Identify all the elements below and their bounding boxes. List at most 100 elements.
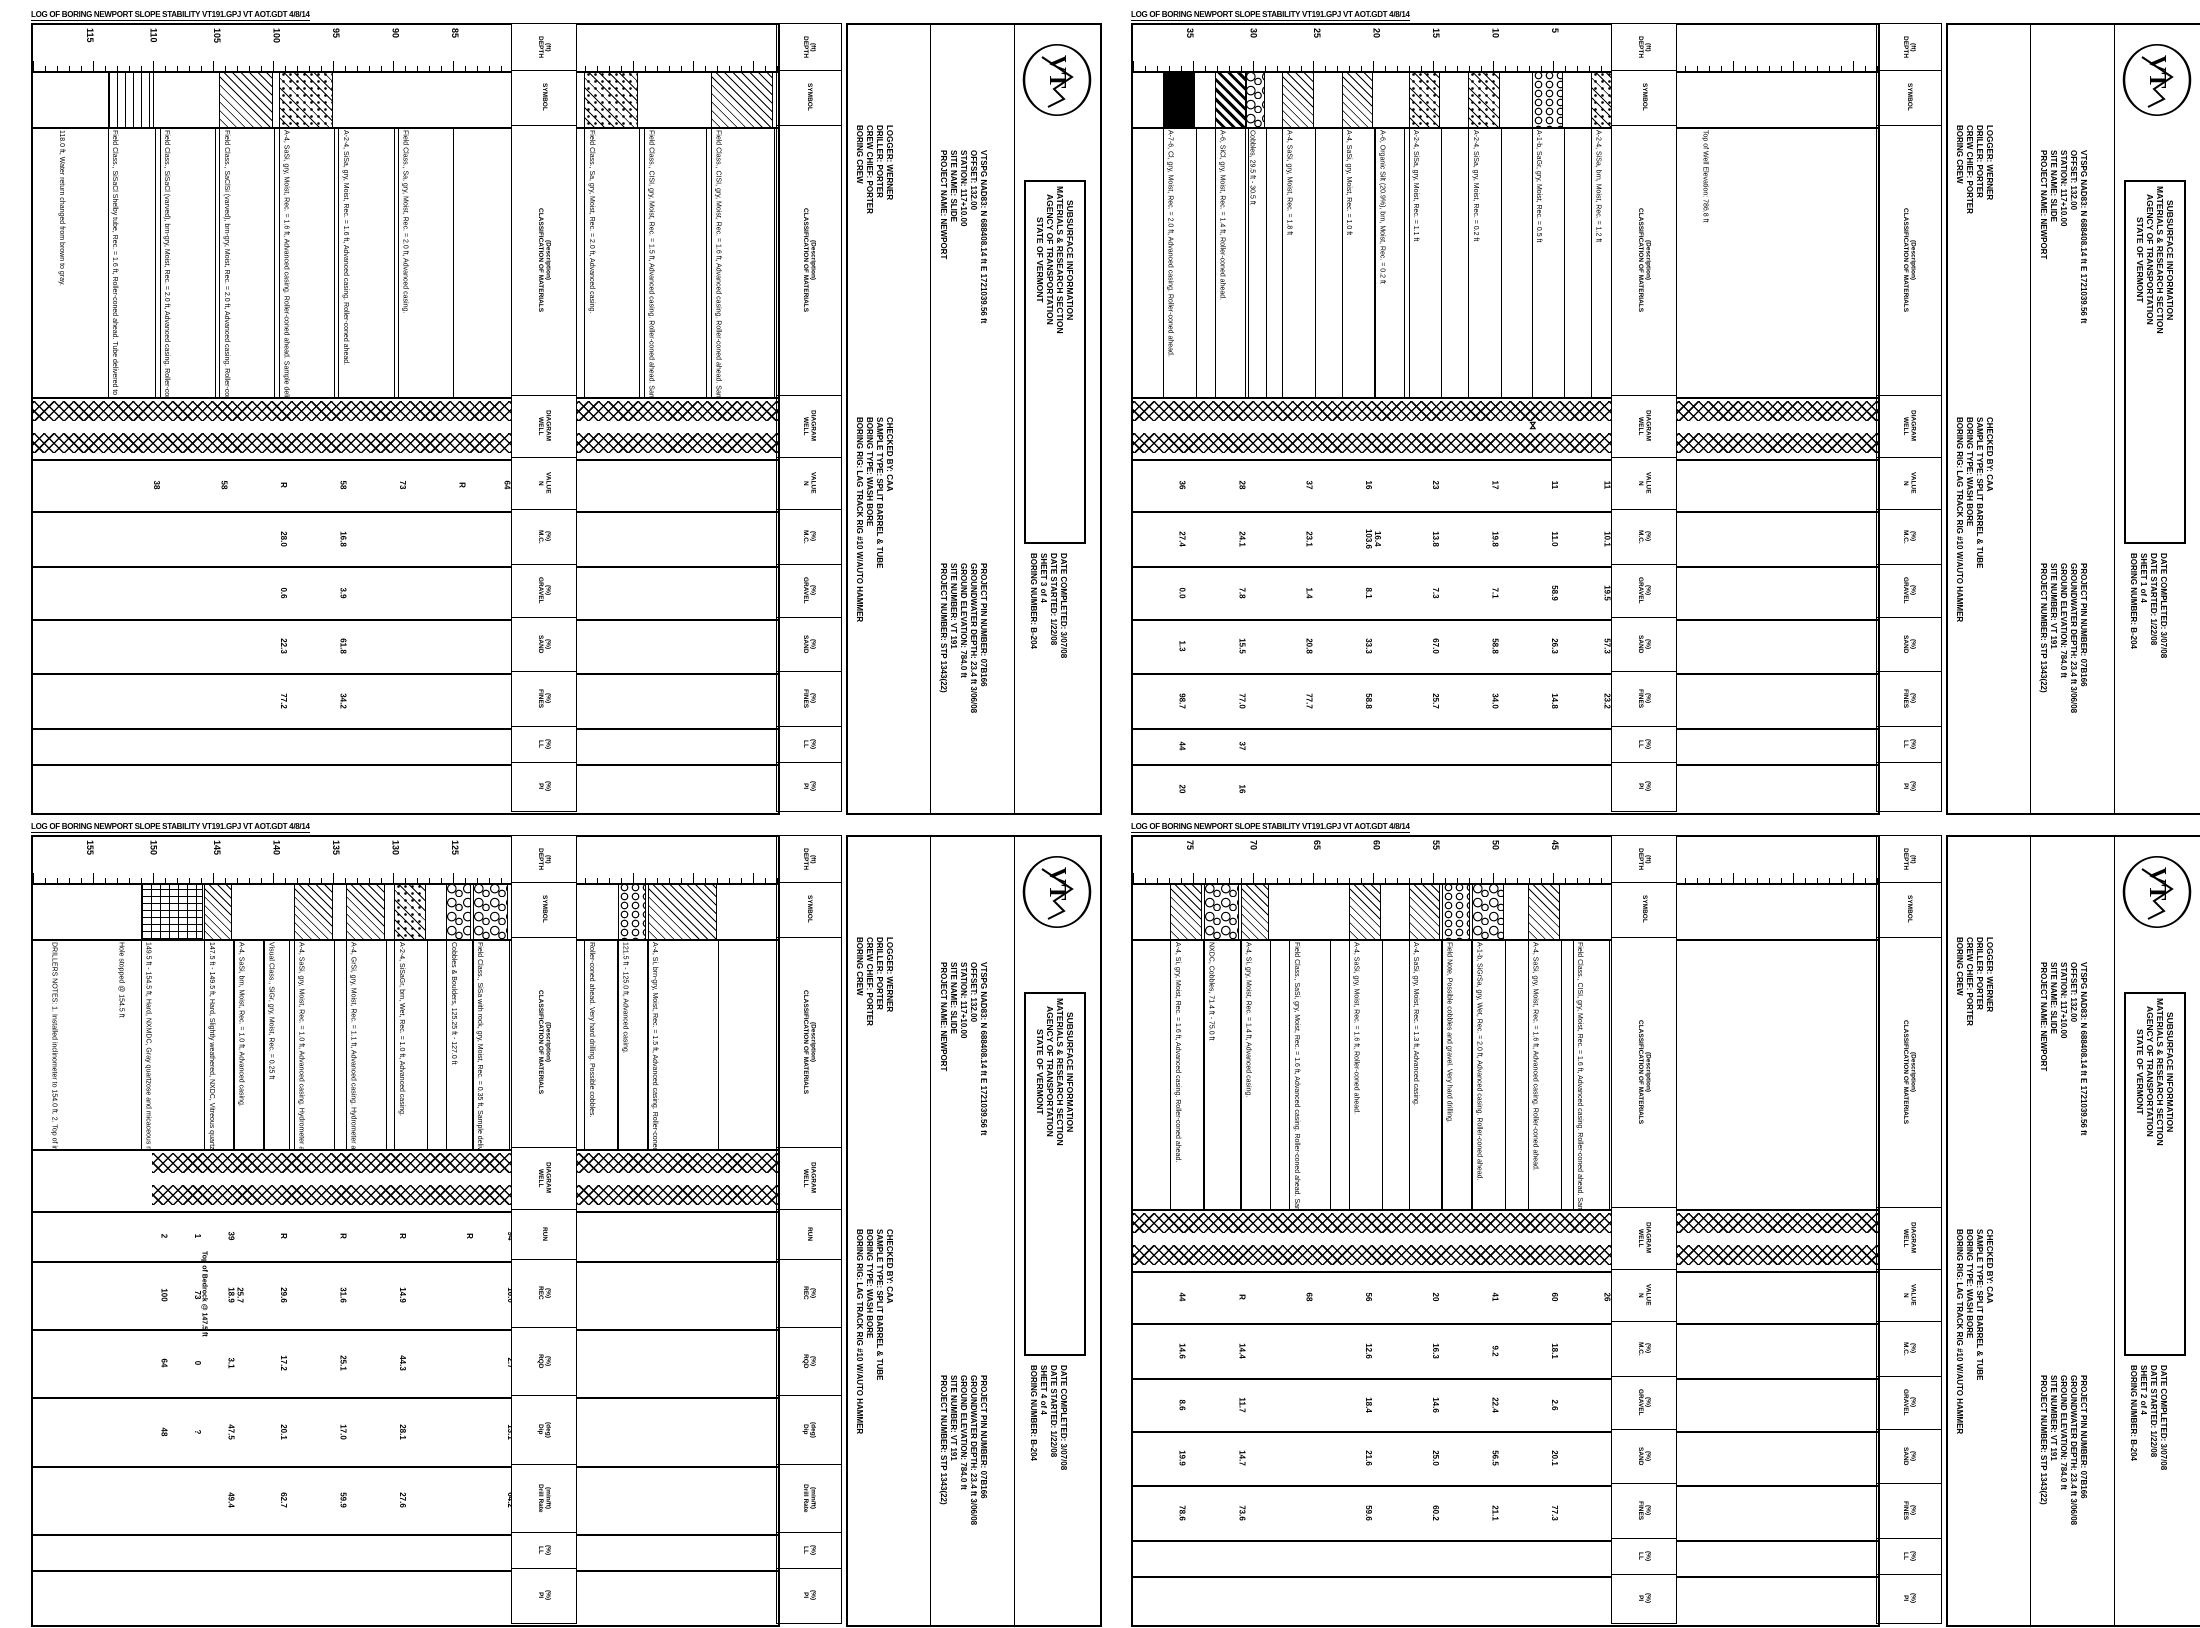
log-table: 115 110 105 100 95 90 85 118.0 ft, Water return… (31, 23, 780, 815)
column-label-cell: PI (%) (776, 762, 842, 812)
rig-line: BORING RIG: LAG TRACK RIG #10 W/AUTO HAM… (855, 1229, 864, 1435)
soil-symbol-diag (1170, 883, 1203, 939)
value-cell: 41 (1491, 1293, 1500, 1302)
rotated-text: RUN (805, 1226, 813, 1242)
value-cell: 20.1 (1550, 1450, 1559, 1466)
rotated-text: 77.3 (1550, 1504, 1560, 1521)
rig-lines: BORING RIG: LAG TRACK RIG #10 W/AUTO HAM… (854, 1229, 894, 1434)
depth-tick-label: 20 (1371, 28, 1382, 39)
rotated-text: 7.3 (1431, 586, 1440, 599)
column-label-cell: WELL DIAGRAM (511, 1147, 577, 1210)
agency-title-line: MATERIALS & RESEARCH SECTION (1055, 998, 1065, 1146)
rotated-text: 121.5 ft - 125.0 ft, Advanced casing. (621, 942, 629, 1054)
rotated-text: R (278, 1233, 288, 1239)
column-label-cell: FINES (%) (1611, 671, 1677, 727)
rotated-text: WELL DIAGRAM (802, 1162, 817, 1194)
value-cell: 73 (193, 1291, 202, 1300)
project-line: VTSPG NAD83: N 688408.14 ft E 1721039.56… (979, 962, 988, 1136)
rotated-text: SYMBOL (1905, 895, 1913, 923)
project-number-line: PROJECT PIN NUMBER: 07B166 (2079, 563, 2088, 687)
rotated-text: 59.6 (1363, 1504, 1373, 1521)
rotated-text: 64.2 (506, 1492, 515, 1508)
rotated-text: 19.5 (1602, 584, 1612, 601)
date-completed-line: DATE COMPLETED: 3/07/08 (1059, 1365, 1068, 1471)
crew-line: LOGGER: WERNER (885, 937, 894, 1013)
title-block-col-crew: BORING CREW CREW CHIEF: PORTER DRILLER: PO… (1948, 837, 2031, 1625)
stratum-description: A-4, Si, gry, Moist, Rec. = 1.4 ft, Adva… (1241, 939, 1272, 1209)
value-row-rqd: 64 0 3.1 17.2 25.1 44.3 2.7 (33, 1329, 778, 1399)
value-cell: 34.0 (1491, 693, 1500, 709)
value-cell: ? (193, 1429, 202, 1434)
rig-line: CHECKED BY: CAA (885, 1229, 894, 1304)
project-line: STATION: 117+10.00 (959, 962, 968, 1039)
rotated-text: 68 (1304, 1292, 1314, 1302)
rotated-text: GRAVEL (%) (802, 577, 817, 604)
boring-number-line: BORING NUMBER: B-204 (1029, 553, 1038, 650)
column-label-cell: SYMBOL (776, 69, 842, 126)
value-cell: 44 (1178, 742, 1187, 751)
column-label-cell: LL (%) (1611, 1538, 1677, 1575)
rotated-text: Field Class., CISI, gry, Moist, Rec. = 1… (714, 130, 722, 397)
date-started-line: DATE STARTED: 1/22/08 (2149, 1365, 2158, 1458)
value-cell: 3.1 (227, 1357, 236, 1368)
column-label-cell: M.C. (%) (1611, 509, 1677, 565)
rotated-text: 49.4 (226, 1492, 236, 1508)
stratum-description: A-4, Si, gry, Moist, Rec. = 1.6 ft, Adva… (1170, 939, 1205, 1209)
value-cell: 61.8 (338, 638, 347, 654)
soil-symbol-dots (278, 71, 333, 127)
rotated-text: LL (%) (537, 1544, 552, 1556)
agency-title-line: STATE OF VERMONT (2135, 1029, 2145, 1115)
depth-scale-band: 115 110 105 100 95 90 85 (33, 25, 778, 73)
date-started-line: DATE STARTED: 1/22/08 (1049, 553, 1058, 646)
rotated-text: 22.4 (1490, 1396, 1500, 1413)
value-cell: R (338, 1233, 347, 1239)
value-row-fines: 78.6 73.6 59.6 60.2 21.1 77.3 (1133, 1485, 1878, 1542)
rotated-text: A-4, Si, brn-gry, Moist, Rec. = 1.5 ft, … (650, 942, 658, 1149)
project-number-line: PROJECT NUMBER: STP 1343(22) (2039, 563, 2048, 693)
value-cell: 100 (160, 1288, 169, 1301)
column-label-cell: DEPTH (ft) (1611, 835, 1677, 883)
depth-tick-label: 75 (1185, 840, 1196, 851)
agency-title-line: MATERIALS & RESEARCH SECTION (2155, 998, 2165, 1146)
value-row-fines: 98.7 77.0 77.7 58.8 25.7 34.0 14.8 23.2 (1133, 673, 1878, 730)
column-label-cell: N VALUE (1876, 457, 1942, 510)
stratum-description: Field Class., SiSa with rock, gry, Moist… (472, 939, 511, 1149)
rotated-text: CLASSIFICATION OF MATERIALS (Description) (1902, 1019, 1917, 1125)
column-label-strip-inner: DEPTH (ft) SYMBOL CLASSIFICATION OF MATERIA… (511, 23, 577, 812)
rotated-text: FINES (%) (1902, 1500, 1917, 1521)
value-cell: 48 (160, 1427, 169, 1436)
column-label-cell: PI (%) (511, 1568, 577, 1624)
rotated-text: 1.4 (1304, 586, 1314, 599)
rig-block: BORING RIG: LAG TRACK RIG #10 W/AUTO HAM… (854, 1229, 894, 1434)
soil-symbol-cobble (1203, 883, 1240, 939)
rotated-text: CLASSIFICATION OF MATERIALS (Description) (537, 207, 552, 313)
depth-tick-label: 30 (1248, 28, 1259, 39)
agency-title-box: STATE OF VERMONT AGENCY OF TRANSPORTATION… (1024, 180, 1086, 544)
stratum-description: A-2-4, SiSa, gry, Moist, Rec. = 1.1 ft (1408, 127, 1443, 397)
rotated-text: 60.2 (1431, 1504, 1440, 1521)
column-label-cell: RQD (%) (776, 1327, 842, 1396)
project-block: PROJECT NAME: NEWPORT SITE NAME: SLIDE STA… (2038, 962, 2088, 1135)
value-cell: 18.9 25.7 (227, 1287, 245, 1303)
column-label-cell: DEPTH (ft) (511, 835, 577, 883)
rotated-text: SAND (%) (802, 634, 817, 654)
rotated-text: Visual Class., SiGr, gry, Moist, Rec. = … (267, 942, 275, 1080)
vtrans-logo-icon: VT (2122, 855, 2192, 929)
depth-scale-band: 35 30 25 20 15 10 5 (1133, 25, 1878, 73)
rig-line: CHECKED BY: CAA (885, 417, 894, 492)
rotated-text: 16 (1363, 480, 1373, 490)
rotated-text: LL (%) (1637, 738, 1652, 750)
rotated-text: 23.1 (1304, 530, 1314, 547)
rotated-text: A-4, SaSi, brn, Moist, Rec. = 1.0 ft, Ad… (237, 942, 245, 1107)
rotated-text: Field Note, Possible cobbles and gravel.… (1445, 942, 1453, 1123)
sheet-number-line: SHEET 4 of 4 (1039, 1365, 1048, 1415)
rotated-text: 2.6 (1550, 1398, 1560, 1411)
value-cell: 62.7 (279, 1492, 288, 1508)
classification-band: DRILLERS NOTES: 1. Installed inclinomete… (33, 939, 778, 1151)
depth-tick-marks (33, 873, 778, 883)
depth-tick-label: 150 (148, 840, 159, 856)
rotated-text: WELL DIAGRAM (1637, 410, 1652, 442)
rotated-text: N VALUE (802, 472, 817, 494)
rotated-text: 39 (226, 1231, 236, 1241)
title-block-col-crew: BORING CREW CREW CHIEF: PORTER DRILLER: PO… (1948, 25, 2031, 813)
